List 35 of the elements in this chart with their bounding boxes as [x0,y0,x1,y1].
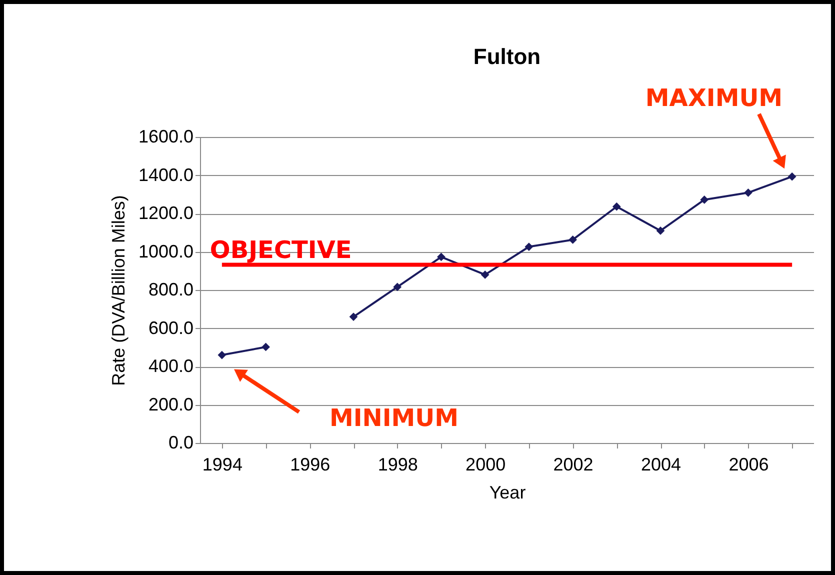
point [744,188,752,197]
x-tick-label: 2002 [553,454,594,474]
point [524,242,534,251]
y-tick-label: 200.0 [148,394,194,414]
point [612,202,621,211]
y-tick-label: 1200.0 [138,203,194,223]
x-tick-label: 2004 [640,454,682,474]
y-tick-label: 600.0 [148,318,194,338]
x-tick-label: 1996 [290,454,330,474]
point [393,282,402,292]
y-tick-label: 1400.0 [138,164,194,185]
y-tick-label: 800.0 [148,280,194,300]
x-tick-label: 2000 [466,454,506,474]
annotation: MINIMUM [329,404,459,432]
point [218,350,226,360]
x-tick-label: 2006 [728,454,769,474]
point [568,236,577,244]
point [437,252,446,262]
x-tick-label: 1998 [378,454,418,474]
point [262,342,270,352]
point [700,196,709,204]
text: MAXIMUM [645,84,783,112]
y-tick-label: 0.0 [168,432,194,452]
y-axis-title: Rate (DVA/Billion Miles) [108,195,128,386]
point [349,312,358,321]
chart-title: Fulton [473,44,541,69]
y-tick-label: 1600.0 [138,126,194,146]
x-tick-label: 1994 [202,454,242,474]
point [788,172,796,181]
x-axis-title: Year [489,482,526,502]
point [480,270,490,279]
point [656,226,665,235]
y-tick-label: 1000.0 [138,241,194,262]
y-tick-label: 400.0 [148,356,194,376]
ref-line-label: OBJECTIVE [210,236,352,264]
